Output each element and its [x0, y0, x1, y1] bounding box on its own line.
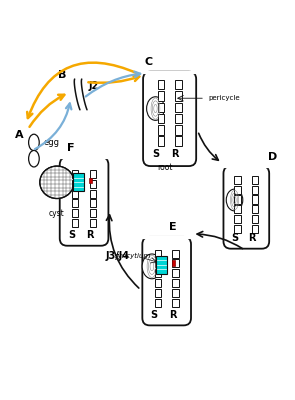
Text: J3/J4: J3/J4 — [106, 251, 130, 261]
Text: B: B — [58, 70, 66, 80]
Bar — [234, 205, 241, 213]
Text: S: S — [152, 149, 159, 159]
Text: cyst: cyst — [49, 209, 65, 218]
Bar — [175, 80, 182, 90]
Bar — [90, 170, 96, 178]
Bar — [172, 259, 179, 268]
FancyBboxPatch shape — [224, 166, 269, 249]
FancyBboxPatch shape — [142, 237, 191, 325]
FancyBboxPatch shape — [143, 72, 196, 166]
Bar — [90, 219, 96, 227]
Text: S: S — [150, 310, 157, 320]
Text: C: C — [145, 57, 153, 67]
Bar — [175, 102, 182, 112]
Bar — [175, 136, 182, 146]
Ellipse shape — [29, 150, 39, 167]
Bar — [158, 125, 164, 135]
Ellipse shape — [142, 254, 162, 279]
Text: egg: egg — [44, 138, 60, 147]
Text: A: A — [15, 130, 24, 140]
Text: S: S — [231, 233, 238, 243]
Text: R: R — [248, 233, 255, 243]
Bar — [252, 186, 258, 194]
Bar — [72, 180, 78, 188]
Bar — [234, 176, 241, 184]
Bar — [175, 91, 182, 101]
Ellipse shape — [40, 166, 74, 198]
Bar — [155, 259, 161, 268]
Bar — [156, 256, 167, 274]
Bar — [72, 170, 78, 178]
Bar — [155, 250, 161, 258]
Bar — [252, 176, 258, 184]
Bar — [158, 80, 164, 90]
Bar — [234, 186, 241, 194]
Bar — [90, 190, 96, 198]
Bar — [89, 178, 92, 184]
Ellipse shape — [147, 97, 164, 120]
Text: F: F — [67, 143, 75, 153]
Bar — [90, 200, 96, 208]
Bar — [234, 215, 241, 223]
Text: J2: J2 — [88, 82, 99, 92]
Bar — [234, 196, 241, 204]
Bar — [252, 196, 258, 204]
Bar — [90, 180, 96, 188]
Bar — [158, 91, 164, 101]
FancyBboxPatch shape — [60, 157, 108, 246]
Text: syncytium: syncytium — [115, 253, 151, 259]
Text: R: R — [171, 149, 179, 159]
Text: R: R — [169, 310, 177, 320]
Text: R: R — [86, 230, 94, 240]
Bar — [252, 215, 258, 223]
Bar — [175, 125, 182, 135]
Text: pericycle: pericycle — [208, 95, 240, 101]
Ellipse shape — [29, 134, 39, 151]
Bar — [172, 250, 179, 258]
Bar — [252, 205, 258, 213]
Bar — [172, 260, 175, 266]
Bar — [172, 269, 179, 277]
Text: root: root — [158, 163, 173, 172]
Bar — [234, 225, 241, 233]
Text: S: S — [69, 230, 76, 240]
Bar — [158, 136, 164, 146]
Bar — [252, 225, 258, 233]
Bar — [155, 269, 161, 277]
Bar — [72, 200, 78, 208]
Bar — [73, 174, 84, 191]
Text: D: D — [268, 152, 278, 162]
Text: E: E — [169, 222, 176, 232]
Bar — [72, 219, 78, 227]
Bar — [158, 102, 164, 112]
Bar — [72, 190, 78, 198]
Bar — [155, 279, 161, 287]
Bar — [72, 209, 78, 217]
Bar — [172, 299, 179, 307]
Bar — [90, 209, 96, 217]
Bar — [155, 299, 161, 307]
Bar — [175, 114, 182, 123]
Ellipse shape — [226, 189, 243, 211]
Bar — [155, 289, 161, 297]
Bar — [172, 289, 179, 297]
Bar — [172, 279, 179, 287]
Bar — [158, 114, 164, 123]
